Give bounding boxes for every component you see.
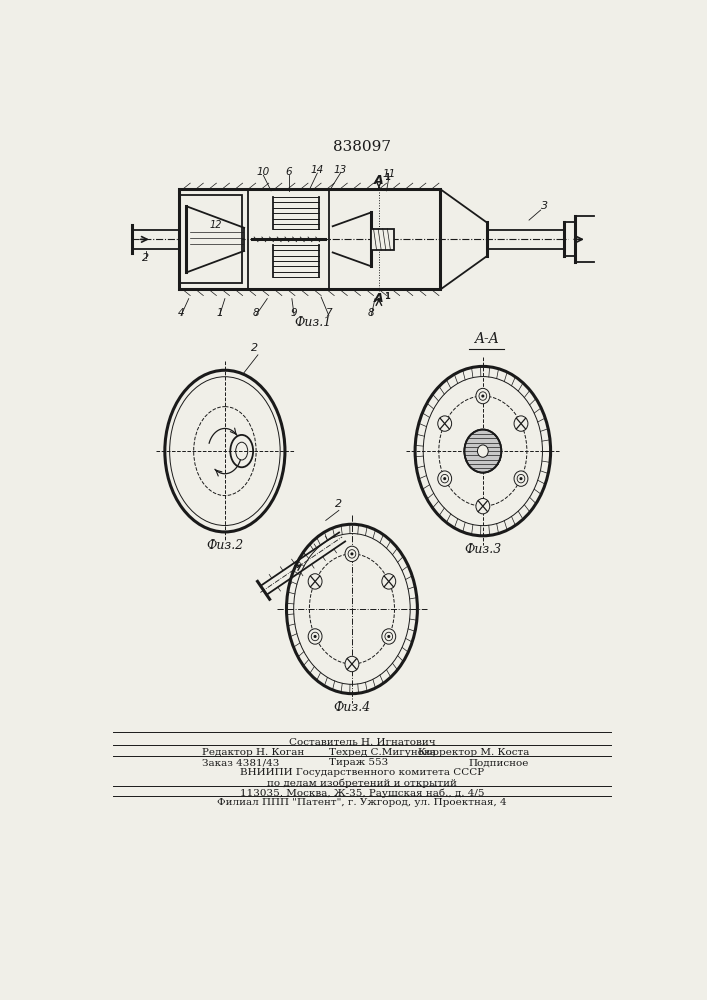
Text: Подписное: Подписное	[469, 758, 529, 767]
Ellipse shape	[476, 498, 490, 514]
Ellipse shape	[308, 629, 322, 644]
Ellipse shape	[382, 574, 396, 589]
Text: Корректор М. Коста: Корректор М. Коста	[418, 748, 529, 757]
Text: 10: 10	[257, 167, 270, 177]
Ellipse shape	[438, 416, 452, 431]
Text: 1: 1	[385, 292, 390, 301]
Text: Физ.1: Физ.1	[295, 316, 332, 329]
Circle shape	[351, 552, 354, 555]
Text: 12: 12	[209, 220, 222, 230]
Text: 3: 3	[541, 201, 548, 211]
Circle shape	[481, 395, 484, 398]
Bar	[180, 195, 242, 283]
Text: 9: 9	[291, 308, 298, 318]
Text: 7: 7	[325, 308, 332, 318]
Text: Заказ 4381/43: Заказ 4381/43	[201, 758, 279, 767]
Ellipse shape	[514, 471, 528, 486]
Ellipse shape	[382, 629, 396, 644]
Text: 8: 8	[368, 308, 375, 318]
Text: 2: 2	[335, 499, 342, 509]
Text: Физ.2: Физ.2	[206, 539, 243, 552]
Text: A: A	[374, 174, 384, 187]
Text: 2: 2	[142, 253, 149, 263]
Ellipse shape	[345, 546, 359, 562]
Circle shape	[387, 635, 390, 638]
Text: A-A: A-A	[474, 332, 499, 346]
Text: Физ.3: Физ.3	[464, 543, 501, 556]
Text: Редактор Н. Коган: Редактор Н. Коган	[201, 748, 304, 757]
Text: 14: 14	[310, 165, 324, 175]
Ellipse shape	[308, 574, 322, 589]
Text: ВНИИПИ Государственного комитета СССР: ВНИИПИ Государственного комитета СССР	[240, 768, 484, 777]
Text: Филиал ППП "Патент", г. Ужгород, ул. Проектная, 4: Филиал ППП "Патент", г. Ужгород, ул. Про…	[217, 798, 507, 807]
Ellipse shape	[464, 430, 501, 473]
Text: 1: 1	[216, 308, 223, 318]
Ellipse shape	[477, 445, 489, 457]
Ellipse shape	[476, 388, 490, 404]
Bar	[179, 189, 440, 289]
Text: 2: 2	[252, 343, 259, 353]
Text: 838097: 838097	[333, 140, 391, 154]
Circle shape	[443, 477, 446, 480]
Text: 8: 8	[252, 308, 259, 318]
Text: 1: 1	[385, 173, 390, 182]
Ellipse shape	[514, 416, 528, 431]
Text: Составитель Н. Игнатович: Составитель Н. Игнатович	[288, 738, 436, 747]
Text: Физ.4: Физ.4	[333, 701, 370, 714]
Ellipse shape	[345, 656, 359, 672]
Text: A: A	[374, 292, 384, 305]
Text: 11: 11	[382, 169, 395, 179]
Text: Тираж 553: Тираж 553	[329, 758, 388, 767]
Text: по делам изобретений и открытий: по делам изобретений и открытий	[267, 778, 457, 788]
Ellipse shape	[438, 471, 452, 486]
Circle shape	[520, 477, 522, 480]
Text: 113035, Москва, Ж-35, Раушская наб., д. 4/5: 113035, Москва, Ж-35, Раушская наб., д. …	[240, 788, 484, 798]
Text: 13: 13	[334, 165, 347, 175]
Text: 6: 6	[286, 167, 292, 177]
Text: 4: 4	[177, 308, 185, 318]
Text: Техред С.Мигунова: Техред С.Мигунова	[329, 748, 436, 757]
Bar	[371, 229, 395, 250]
Circle shape	[314, 635, 317, 638]
